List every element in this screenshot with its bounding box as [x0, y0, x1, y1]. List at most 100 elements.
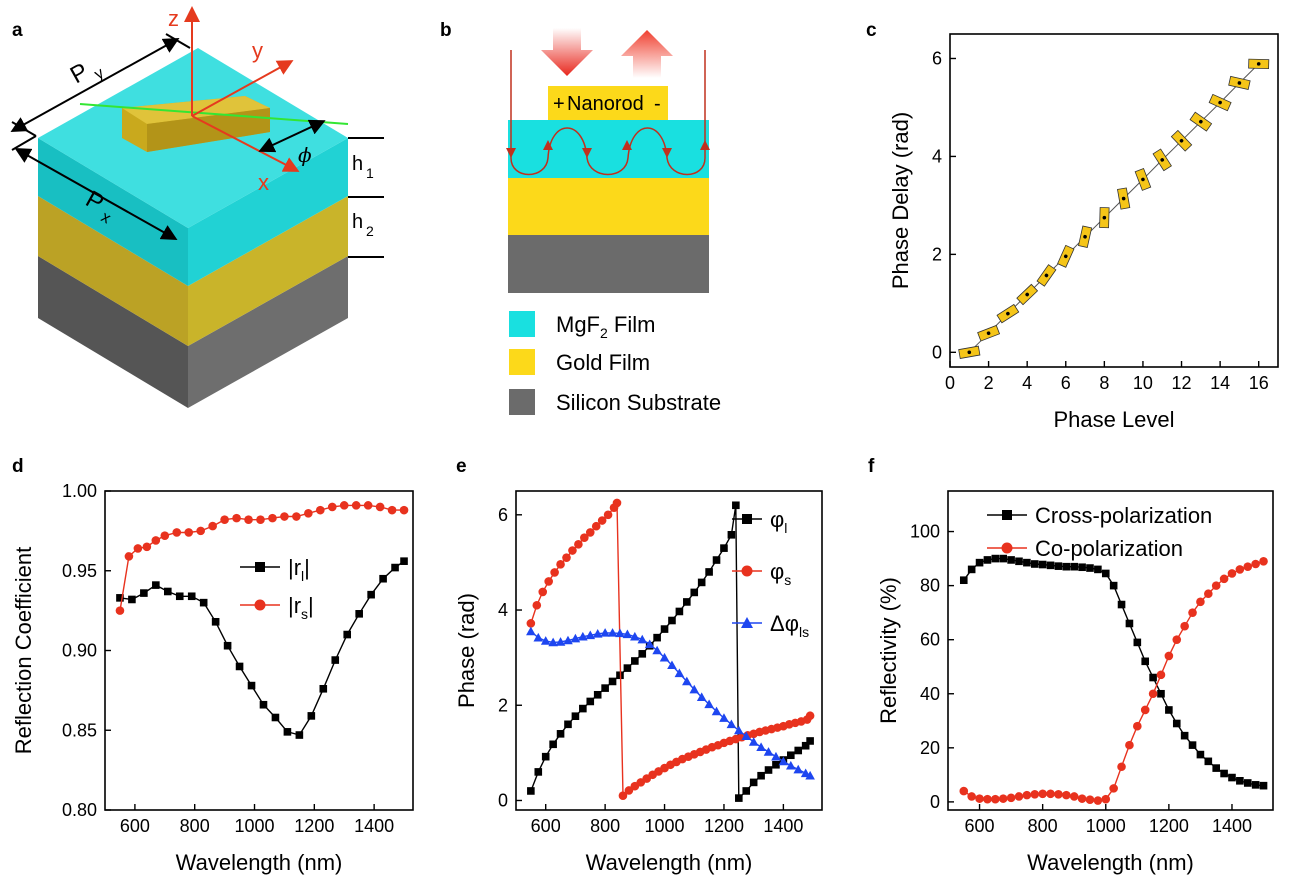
c-nanorod-center	[967, 350, 972, 355]
panel-b: b + Nanorod - MgF2 Film Gold Film Silico…	[440, 20, 721, 415]
f-legend-text-1: Co-polarization	[1035, 536, 1183, 561]
f-point-1	[1196, 597, 1205, 607]
d-xtick-label: 800	[180, 816, 210, 836]
f-point-1	[1235, 565, 1245, 574]
e-point-1	[612, 498, 622, 508]
nanorod-plus: +	[553, 93, 565, 115]
panel-e: e 600 800 1000 1200 1400 0 2 4 6 Wavelength (nm) P…	[454, 456, 823, 875]
e-point-0	[764, 766, 773, 774]
f-ytick-label: 80	[920, 576, 940, 596]
d-point-1	[268, 513, 277, 523]
wave-arrow-1	[543, 140, 553, 150]
e-point-1	[805, 711, 815, 721]
legend-gold: Gold Film	[556, 350, 650, 375]
e-legend-pre: Δφ	[770, 611, 799, 636]
e-point-2	[592, 629, 603, 638]
f-point-0	[1220, 769, 1228, 778]
d-point-0	[140, 589, 148, 597]
e-point-1	[526, 619, 536, 628]
panel-f-label: f	[868, 456, 875, 477]
f-point-0	[1086, 564, 1094, 572]
f-point-1	[1085, 795, 1095, 805]
e-point-0	[631, 657, 639, 665]
e-point-2	[585, 630, 596, 640]
h2-label: h	[352, 211, 363, 233]
e-point-0	[564, 720, 572, 729]
f-point-0	[1196, 750, 1205, 759]
f-point-0	[1062, 562, 1071, 571]
f-point-1	[959, 786, 969, 796]
f-point-1	[1038, 789, 1047, 799]
d-point-0	[271, 713, 280, 722]
e-point-2	[622, 629, 633, 639]
d-ytick-label: 1.00	[62, 481, 97, 501]
c-nanorod-marker	[1152, 148, 1172, 172]
nanorod-box	[548, 86, 668, 120]
d-point-0	[211, 617, 220, 626]
e-xlabel: Wavelength (nm)	[586, 850, 753, 875]
d-legend-post: |	[304, 555, 310, 580]
e-point-2	[726, 719, 737, 729]
e-point-0	[683, 598, 691, 606]
py-tick-left	[11, 121, 37, 137]
e-point-2	[667, 660, 677, 670]
c-nanorod-marker	[1170, 129, 1193, 152]
d-point-1	[351, 501, 361, 510]
f-point-1	[1030, 790, 1040, 799]
c-xtick-label: 12	[1172, 373, 1192, 393]
c-nanorod-marker	[996, 303, 1020, 324]
e-point-1	[597, 516, 607, 525]
reflected-arrow	[621, 30, 673, 78]
phi-label: ϕ	[298, 143, 312, 167]
py-dimension	[10, 38, 180, 132]
f-legend-marker-0	[1002, 510, 1012, 520]
f-point-1	[1156, 670, 1166, 680]
c-nanorod-center	[1006, 311, 1010, 316]
e-point-2	[563, 635, 573, 645]
d-legend-text-0: |rl|	[288, 555, 310, 584]
f-point-1	[998, 794, 1008, 803]
e-legend-pre: φ	[770, 559, 784, 584]
e-legend-marker-2	[741, 617, 753, 628]
f-frame	[947, 490, 1274, 811]
e-point-0	[623, 664, 632, 672]
e-point-2	[630, 631, 640, 641]
d-point-1	[327, 502, 337, 512]
f-ylabel: Reflectivity (%)	[876, 577, 901, 724]
e-point-0	[727, 531, 736, 539]
e-legend-pre: φ	[770, 507, 784, 532]
panel-c: c 0 2 4 6 8 10 12 14 16 0 2 4 6 Phase Level Phase Dela…	[866, 20, 1279, 432]
e-point-1	[532, 600, 542, 610]
f-point-0	[1188, 741, 1197, 749]
d-point-1	[172, 528, 182, 537]
c-nanorod-marker	[1078, 225, 1093, 248]
e-point-2	[615, 628, 625, 638]
f-ytick-label: 40	[920, 684, 940, 704]
f-point-0	[1251, 781, 1260, 789]
e-point-0	[608, 677, 617, 686]
e-legend-marker-1	[741, 565, 753, 577]
f-point-0	[1078, 563, 1086, 572]
z-axis-label: z	[168, 6, 179, 31]
nanorod-side	[147, 108, 270, 152]
f-point-1	[1133, 721, 1142, 731]
d-ytick-label: 0.85	[62, 720, 97, 740]
d-point-0	[128, 595, 136, 604]
c-nanorod-center	[1141, 177, 1145, 182]
c-nanorod-center	[1256, 62, 1261, 66]
f-xtick-label: 1200	[1149, 816, 1189, 836]
e-ytick-label: 4	[498, 600, 508, 620]
e-point-2	[786, 760, 796, 770]
f-point-1	[1062, 790, 1071, 800]
multiple-reflection-path	[510, 127, 706, 176]
e-frame	[515, 490, 823, 811]
f-xtick-label: 1400	[1212, 816, 1252, 836]
d-point-1	[232, 513, 241, 523]
d-point-1	[375, 502, 385, 512]
d-legend-pre: |r	[288, 593, 301, 618]
c-nanorod-center	[1063, 254, 1068, 259]
d-ytick-label: 0.90	[62, 641, 97, 661]
c-nanorod-center	[1044, 273, 1049, 278]
e-point-0	[749, 778, 758, 787]
c-nanorod-center	[986, 331, 991, 336]
